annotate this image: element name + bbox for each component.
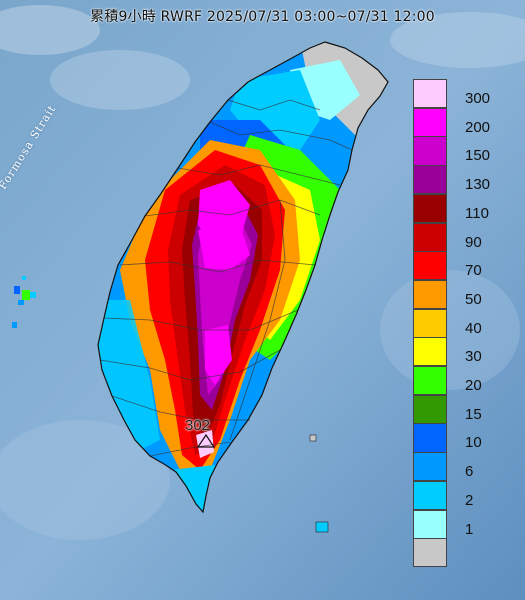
legend-swatch <box>413 509 447 539</box>
legend-label: 130 <box>465 176 491 194</box>
legend-row: 130 <box>413 165 507 195</box>
legend-swatch <box>413 337 447 367</box>
legend-swatch <box>413 79 447 109</box>
legend-row: 70 <box>413 251 507 281</box>
legend-row: 2 <box>413 480 507 510</box>
legend-row: 40 <box>413 308 507 338</box>
legend-label: 300 <box>465 90 491 107</box>
peak-marker-icon <box>196 433 216 448</box>
legend-swatch <box>413 193 447 223</box>
legend-label: 200 <box>465 118 491 136</box>
legend-label: 110 <box>465 204 489 222</box>
legend-row: 110 <box>413 193 507 223</box>
legend-row: 20 <box>413 366 507 396</box>
legend-swatch <box>413 308 447 338</box>
legend-swatch <box>413 423 447 453</box>
legend-row: 15 <box>413 394 507 424</box>
penghu-islands <box>12 276 36 328</box>
legend-label: 150 <box>465 147 491 165</box>
legend-label: 15 <box>465 405 482 423</box>
legend-label: 1 <box>465 520 474 538</box>
legend-label: 30 <box>465 348 482 366</box>
legend-swatch <box>413 452 447 482</box>
zone-200mm-south <box>205 325 232 385</box>
legend-swatch <box>413 222 447 252</box>
legend-row: 1 <box>413 509 507 539</box>
legend-swatch <box>413 165 447 195</box>
legend-label: 10 <box>465 434 482 452</box>
zone-200mm-central <box>198 225 250 270</box>
legend-swatch <box>413 107 447 137</box>
island-outline <box>97 41 389 514</box>
legend-swatch <box>413 366 447 396</box>
legend-label: 90 <box>465 233 482 251</box>
east-islets <box>309 434 329 533</box>
rainfall-legend: 300 200 150 130 110 90 70 50 40 30 20 15 10 6 2 1 <box>413 79 507 569</box>
legend-label: 20 <box>465 377 482 394</box>
legend-swatch <box>413 480 447 510</box>
map-title: 累積9小時 RWRF 2025/07/31 03:00~07/31 12:00 <box>90 9 435 25</box>
legend-label: 2 <box>465 491 474 509</box>
zone-west-coast <box>98 300 160 450</box>
legend-swatch <box>413 136 447 166</box>
county-boundaries <box>99 99 353 457</box>
legend-row <box>413 538 507 568</box>
legend-row: 90 <box>413 222 507 252</box>
legend-row: 30 <box>413 337 507 367</box>
peak-value-label: 302 <box>185 417 211 434</box>
legend-row: 50 <box>413 279 507 310</box>
legend-swatch <box>413 394 447 424</box>
legend-swatch <box>413 279 447 310</box>
legend-label: 70 <box>465 262 482 280</box>
legend-row: 300 <box>413 79 507 109</box>
legend-row: 200 <box>413 107 507 137</box>
legend-row: 6 <box>413 452 507 482</box>
zone-300mm <box>196 430 214 458</box>
legend-label: 6 <box>465 463 474 481</box>
legend-row: 150 <box>413 136 507 166</box>
legend-row: 10 <box>413 423 507 453</box>
legend-swatch <box>413 251 447 281</box>
legend-label: 40 <box>465 319 482 337</box>
legend-label: 50 <box>465 290 482 308</box>
legend-swatch <box>413 538 447 568</box>
